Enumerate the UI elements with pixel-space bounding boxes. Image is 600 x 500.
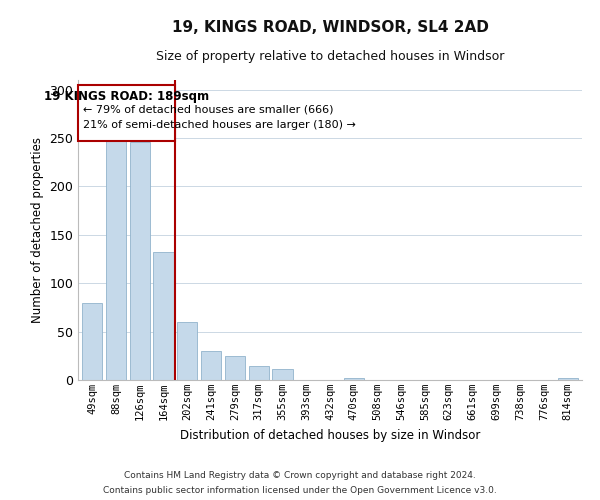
Bar <box>154 252 173 380</box>
Text: ← 79% of detached houses are smaller (666): ← 79% of detached houses are smaller (66… <box>83 104 334 115</box>
Bar <box>82 302 103 380</box>
Bar <box>177 322 197 380</box>
Bar <box>272 370 293 380</box>
Bar <box>225 356 245 380</box>
Text: Contains public sector information licensed under the Open Government Licence v3: Contains public sector information licen… <box>103 486 497 495</box>
Text: Size of property relative to detached houses in Windsor: Size of property relative to detached ho… <box>156 50 504 63</box>
Bar <box>344 378 364 380</box>
Text: 19, KINGS ROAD, WINDSOR, SL4 2AD: 19, KINGS ROAD, WINDSOR, SL4 2AD <box>172 20 488 35</box>
Bar <box>557 378 578 380</box>
X-axis label: Distribution of detached houses by size in Windsor: Distribution of detached houses by size … <box>180 428 480 442</box>
Bar <box>130 142 150 380</box>
Bar <box>248 366 269 380</box>
Text: Contains HM Land Registry data © Crown copyright and database right 2024.: Contains HM Land Registry data © Crown c… <box>124 471 476 480</box>
Text: 21% of semi-detached houses are larger (180) →: 21% of semi-detached houses are larger (… <box>83 120 356 130</box>
Bar <box>106 138 126 380</box>
Text: 19 KINGS ROAD: 189sqm: 19 KINGS ROAD: 189sqm <box>44 90 209 102</box>
Y-axis label: Number of detached properties: Number of detached properties <box>31 137 44 323</box>
Bar <box>201 351 221 380</box>
FancyBboxPatch shape <box>78 85 175 140</box>
